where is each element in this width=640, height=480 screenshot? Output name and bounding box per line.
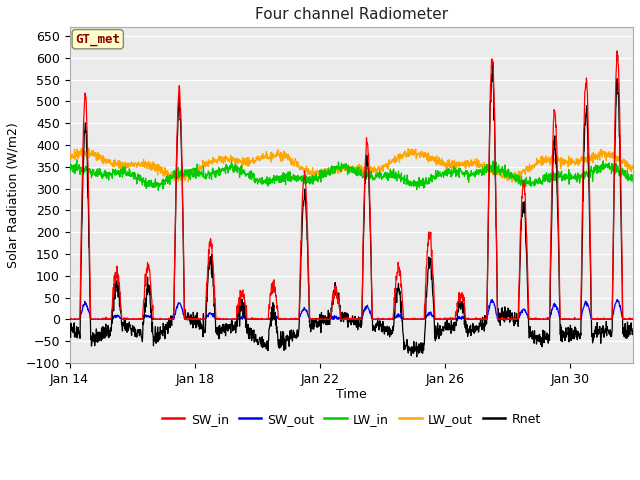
Title: Four channel Radiometer: Four channel Radiometer (255, 7, 448, 22)
Y-axis label: Solar Radiation (W/m2): Solar Radiation (W/m2) (7, 122, 20, 268)
Text: GT_met: GT_met (76, 33, 120, 46)
Legend: SW_in, SW_out, LW_in, LW_out, Rnet: SW_in, SW_out, LW_in, LW_out, Rnet (157, 408, 546, 431)
X-axis label: Time: Time (336, 388, 367, 401)
